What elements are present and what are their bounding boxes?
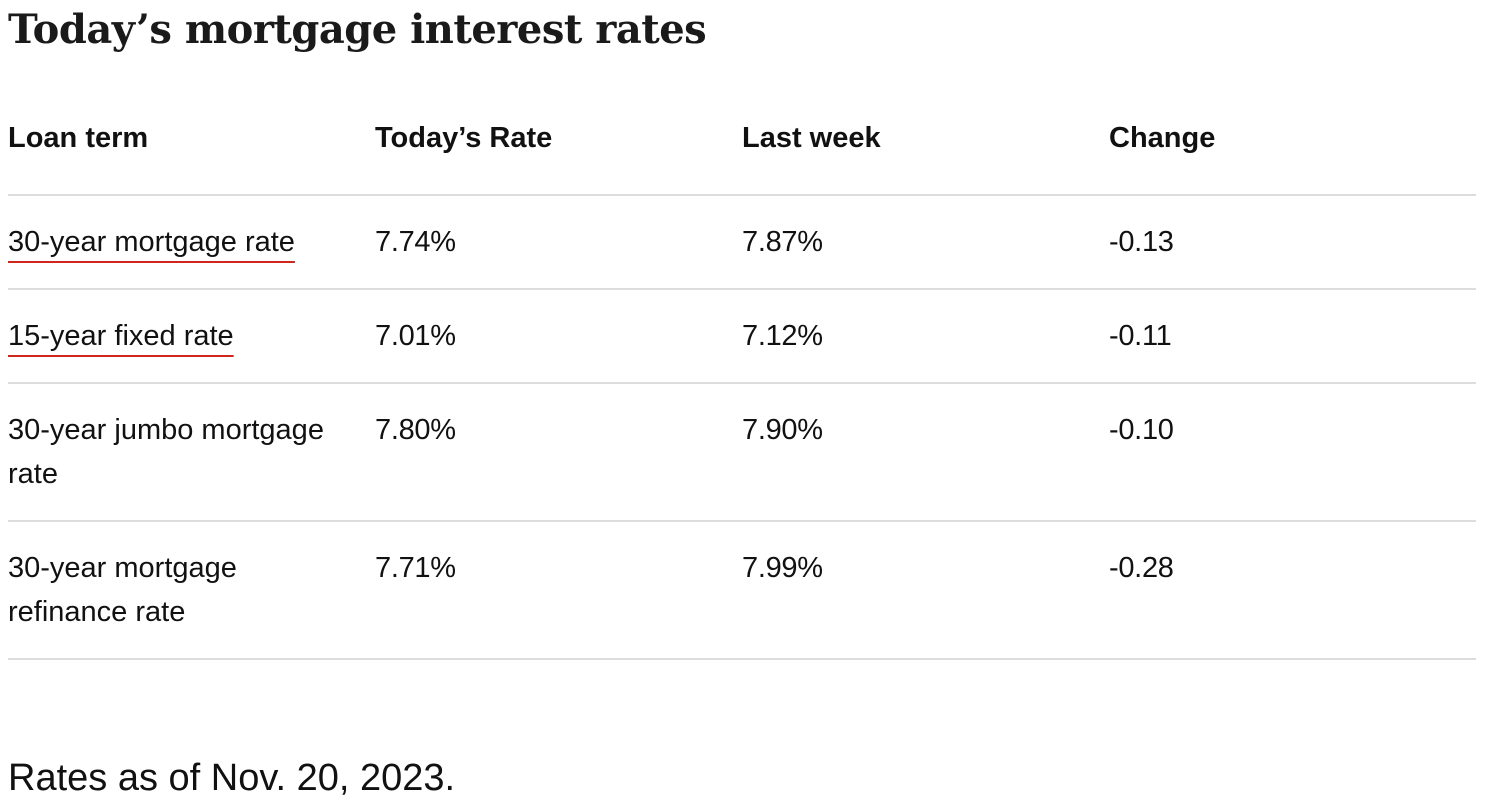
rate-change-cell: -0.13 [1109,195,1476,290]
loan-term-link[interactable]: 15-year fixed rate [8,320,234,352]
rates-date-note: Rates as of Nov. 20, 2023. [8,757,456,799]
loan-term-cell: 30-year mortgage rate [8,195,375,290]
loan-term-cell: 15-year fixed rate [8,289,375,384]
table-row: 30-year mortgage rate 7.74% 7.87% -0.13 [8,195,1476,290]
last-week-rate-cell: 7.12% [742,289,1109,384]
table-header-row: Loan term Today’s Rate Last week Change [8,100,1476,196]
todays-rate-cell: 7.80% [375,383,742,522]
column-header-change: Change [1109,100,1476,196]
todays-rate-cell: 7.71% [375,521,742,660]
mortgage-rates-table: Loan term Today’s Rate Last week Change … [8,100,1476,660]
rate-change-cell: -0.10 [1109,383,1476,522]
column-header-loan-term: Loan term [8,100,375,196]
last-week-rate-cell: 7.99% [742,521,1109,660]
table-row: 30-year mortgage refinance rate 7.71% 7.… [8,521,1476,660]
table-row: 30-year jumbo mortgage rate 7.80% 7.90% … [8,383,1476,522]
loan-term-link[interactable]: 30-year mortgage rate [8,226,295,258]
todays-rate-cell: 7.01% [375,289,742,384]
rates-article-section: Today’s mortgage interest rates Loan ter… [8,0,1476,799]
last-week-rate-cell: 7.90% [742,383,1109,522]
loan-term-cell: 30-year jumbo mortgage rate [8,383,375,522]
column-header-todays-rate: Today’s Rate [375,100,742,196]
page-title: Today’s mortgage interest rates [8,6,707,53]
last-week-rate-cell: 7.87% [742,195,1109,290]
todays-rate-cell: 7.74% [375,195,742,290]
table-row: 15-year fixed rate 7.01% 7.12% -0.11 [8,289,1476,384]
rate-change-cell: -0.11 [1109,289,1476,384]
rate-change-cell: -0.28 [1109,521,1476,660]
loan-term-cell: 30-year mortgage refinance rate [8,521,375,660]
column-header-last-week: Last week [742,100,1109,196]
